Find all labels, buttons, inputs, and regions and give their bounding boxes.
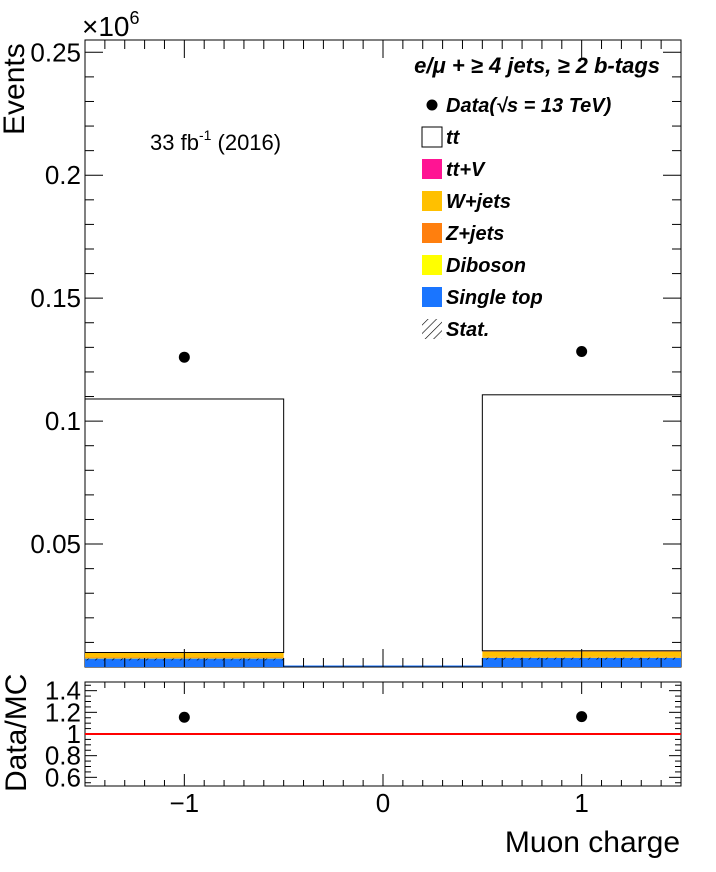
- y-tick-label: 0.15: [30, 283, 81, 313]
- legend-label: tt: [446, 127, 461, 149]
- bar-tt-bin-0: [84, 398, 285, 653]
- ratio-y-tick-label: 1: [67, 719, 81, 749]
- legend-label: Z+jets: [445, 223, 504, 245]
- y-tick-label: 0.25: [30, 37, 81, 67]
- legend-label: Data(√s = 13 TeV): [446, 95, 612, 117]
- data-point: [576, 346, 588, 358]
- y-tick-label: 0.05: [30, 529, 81, 559]
- y-tick-label: 0.1: [45, 406, 81, 436]
- legend-swatch: [422, 191, 442, 211]
- legend: Data(√s = 13 TeV) tt tt+V W+jets Z+jets Dibos…: [421, 95, 612, 341]
- legend-label: Single top: [446, 287, 543, 309]
- legend-label: W+jets: [446, 191, 511, 213]
- y-axis-title: Events: [0, 43, 31, 135]
- x-tick-label: 1: [574, 788, 588, 818]
- ratio-y-ticks: 0.60.811.21.4: [45, 676, 681, 792]
- legend-label: Stat.: [446, 319, 489, 341]
- y-tick-label: 0.2: [45, 160, 81, 190]
- ratio-x-ticks: −1 0 1: [104, 682, 662, 818]
- legend-swatch: [422, 223, 442, 243]
- lumi-label: 33 fb-1 (2016): [150, 127, 281, 155]
- ratio-y-tick-label: 0.8: [45, 741, 81, 771]
- y-multiplier: ×106: [82, 8, 140, 42]
- data-point: [178, 351, 190, 363]
- ratio-y-tick-label: 0.6: [45, 762, 81, 792]
- data-points: [178, 346, 588, 363]
- stacked-bars: [84, 394, 682, 667]
- legend-swatch: [421, 126, 443, 148]
- ratio-point: [576, 711, 588, 723]
- legend-item: Single top: [422, 287, 543, 309]
- legend-swatch: [422, 319, 442, 339]
- legend-item: Stat.: [422, 319, 489, 341]
- ratio-point: [178, 711, 190, 723]
- ratio-panel: 0.60.811.21.4 −1 0 1 Data/MC Muon charge: [0, 674, 682, 859]
- legend-item: Diboson: [422, 255, 526, 277]
- ratio-y-axis-title: Data/MC: [0, 674, 33, 792]
- ratio-points: [178, 711, 588, 723]
- legend-label: Diboson: [446, 255, 526, 277]
- legend-swatch: [422, 287, 442, 307]
- x-tick-label: 0: [376, 788, 390, 818]
- selection-header: e/μ + ≥ 4 jets, ≥ 2 b-tags: [414, 53, 660, 78]
- legend-item: Data(√s = 13 TeV): [426, 95, 612, 117]
- ratio-y-tick-label: 1.4: [45, 676, 81, 706]
- legend-item: W+jets: [422, 191, 511, 213]
- legend-item: tt: [421, 126, 461, 149]
- legend-marker: [426, 99, 438, 111]
- bar-tt-bin-2: [481, 394, 682, 652]
- legend-label: tt+V: [446, 159, 486, 181]
- ratio-y-tick-label: 1.2: [45, 697, 81, 727]
- legend-swatch: [422, 255, 442, 275]
- main-panel: 0.05 0.1 0.15 0.2 0.25 ×106 Events 33 fb-1 (…: [0, 8, 682, 668]
- legend-item: Z+jets: [422, 223, 504, 245]
- x-axis-title: Muon charge: [505, 826, 680, 859]
- main-x-ticks: [104, 40, 662, 667]
- legend-swatch: [422, 159, 442, 179]
- x-tick-label: −1: [170, 788, 200, 818]
- legend-item: tt+V: [422, 159, 486, 181]
- main-y-ticks: 0.05 0.1 0.15 0.2 0.25: [30, 37, 681, 643]
